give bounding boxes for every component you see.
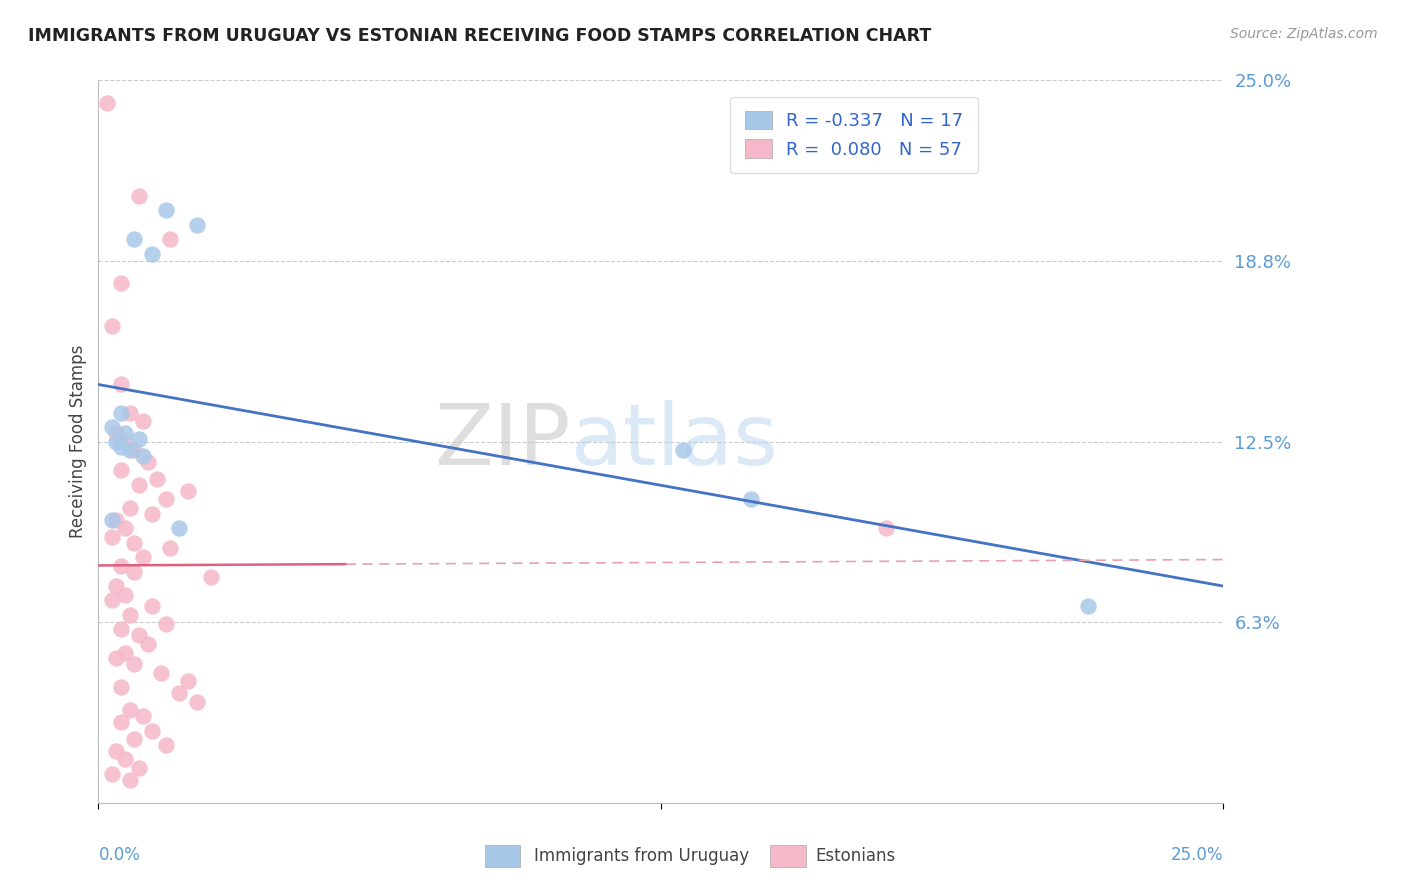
Point — [1077, 599, 1099, 614]
Point — [114, 425, 136, 440]
Point — [105, 434, 128, 449]
Point — [110, 558, 132, 573]
Point — [105, 425, 128, 440]
Point — [101, 420, 124, 434]
Y-axis label: Receiving Food Stamps: Receiving Food Stamps — [69, 345, 87, 538]
Text: Estonians: Estonians — [815, 847, 896, 865]
Point — [110, 406, 132, 420]
Point — [155, 616, 177, 631]
Point — [105, 579, 128, 593]
Point — [114, 434, 136, 449]
Point — [96, 96, 118, 111]
Point — [740, 492, 762, 507]
Point — [875, 521, 897, 535]
Point — [132, 449, 155, 463]
Point — [150, 665, 173, 680]
Point — [132, 414, 155, 428]
Point — [159, 232, 181, 246]
Point — [155, 492, 177, 507]
Point — [110, 376, 132, 391]
Point — [114, 646, 136, 660]
Point — [128, 478, 150, 492]
Point — [159, 541, 181, 556]
Point — [155, 738, 177, 752]
Point — [128, 761, 150, 775]
Point — [124, 443, 146, 458]
Point — [141, 599, 163, 614]
Point — [105, 744, 128, 758]
Point — [101, 318, 124, 333]
Point — [136, 455, 159, 469]
Point — [146, 472, 169, 486]
Point — [186, 218, 208, 232]
Point — [114, 521, 136, 535]
Point — [124, 232, 146, 246]
Point — [128, 189, 150, 203]
Point — [124, 732, 146, 747]
Point — [118, 443, 141, 458]
Point — [128, 432, 150, 446]
Point — [132, 550, 155, 565]
Point — [177, 674, 200, 689]
Point — [141, 246, 163, 260]
Point — [110, 463, 132, 477]
Point — [105, 512, 128, 526]
Text: Immigrants from Uruguay: Immigrants from Uruguay — [534, 847, 749, 865]
Point — [124, 565, 146, 579]
Point — [114, 752, 136, 766]
Point — [200, 570, 222, 584]
Point — [110, 714, 132, 729]
Point — [132, 709, 155, 723]
Point — [118, 406, 141, 420]
Point — [118, 772, 141, 787]
Text: IMMIGRANTS FROM URUGUAY VS ESTONIAN RECEIVING FOOD STAMPS CORRELATION CHART: IMMIGRANTS FROM URUGUAY VS ESTONIAN RECE… — [28, 27, 931, 45]
Point — [136, 637, 159, 651]
Point — [118, 607, 141, 622]
Point — [177, 483, 200, 498]
Point — [110, 276, 132, 290]
Point — [141, 507, 163, 521]
Point — [118, 501, 141, 516]
Legend: R = -0.337   N = 17, R =  0.080   N = 57: R = -0.337 N = 17, R = 0.080 N = 57 — [731, 96, 979, 173]
Point — [169, 686, 191, 700]
Text: Source: ZipAtlas.com: Source: ZipAtlas.com — [1230, 27, 1378, 41]
Text: ZIP: ZIP — [434, 400, 571, 483]
Point — [105, 651, 128, 665]
Text: atlas: atlas — [571, 400, 779, 483]
Point — [155, 203, 177, 218]
Point — [114, 588, 136, 602]
Point — [141, 723, 163, 738]
Point — [101, 530, 124, 544]
Point — [110, 440, 132, 454]
Text: 0.0%: 0.0% — [98, 847, 141, 864]
Text: 25.0%: 25.0% — [1171, 847, 1223, 864]
Point — [101, 512, 124, 526]
Point — [169, 521, 191, 535]
Point — [101, 767, 124, 781]
Point — [110, 623, 132, 637]
Point — [186, 695, 208, 709]
Point — [110, 680, 132, 694]
Point — [124, 657, 146, 671]
Point — [128, 628, 150, 642]
Point — [101, 593, 124, 607]
Point — [672, 443, 695, 458]
Point — [118, 703, 141, 717]
Point — [124, 535, 146, 549]
